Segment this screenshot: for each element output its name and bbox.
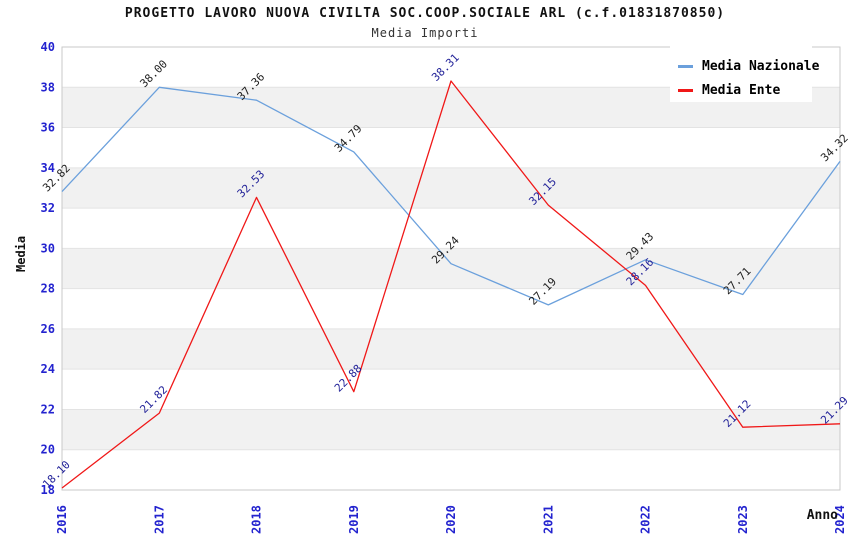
data-label: 38.31 — [429, 51, 462, 84]
y-tick-label: 36 — [41, 121, 55, 135]
plot-band — [62, 248, 840, 289]
x-tick-label: 2022 — [639, 505, 653, 534]
plot-band — [62, 167, 840, 209]
x-tick-label: 2016 — [55, 505, 69, 534]
legend-label: Media Ente — [702, 82, 781, 98]
legend-label: Media Nazionale — [702, 58, 820, 74]
y-tick-label: 34 — [41, 161, 55, 175]
x-tick-label: 2020 — [444, 505, 458, 534]
x-tick-label: 2021 — [541, 505, 555, 534]
chart-subtitle: Media Importi — [371, 26, 479, 40]
y-tick-label: 20 — [41, 443, 55, 457]
y-tick-label: 24 — [41, 362, 55, 376]
y-tick-label: 30 — [41, 241, 55, 255]
y-tick-label: 28 — [41, 282, 55, 296]
plot-border — [61, 46, 841, 491]
data-label: 34.32 — [818, 132, 850, 165]
x-tick-label: 2018 — [250, 505, 264, 534]
media-nazionale-line-swatch-icon — [678, 64, 693, 68]
y-tick-label: 18 — [41, 483, 55, 497]
x-tick-label: 2017 — [152, 505, 166, 534]
y-tick-label: 40 — [41, 40, 55, 54]
y-axis-title: Media — [14, 235, 28, 272]
x-tick-label: 2024 — [833, 505, 847, 534]
x-tick-label: 2019 — [347, 505, 361, 534]
legend-item-media-ente: Media Ente — [678, 78, 812, 102]
plot-band — [62, 409, 840, 450]
x-tick-label: 2023 — [736, 505, 750, 534]
series-line-media-nazionale — [61, 86, 841, 306]
y-tick-label: 38 — [41, 80, 55, 94]
chart-title: PROGETTO LAVORO NUOVA CIVILTA SOC.COOP.S… — [124, 6, 726, 21]
legend: Media Nazionale Media Ente — [670, 42, 819, 102]
x-axis-title: Anno — [806, 508, 838, 523]
series-line-media-ente — [61, 80, 841, 489]
media-ente-line-swatch-icon — [678, 88, 693, 92]
plot-band — [62, 328, 840, 370]
y-tick-label: 26 — [41, 322, 55, 336]
legend-item-media-nazionale: Media Nazionale — [678, 54, 819, 78]
data-label: 38.00 — [137, 57, 170, 90]
y-tick-label: 32 — [41, 201, 55, 215]
y-tick-label: 22 — [41, 402, 55, 416]
